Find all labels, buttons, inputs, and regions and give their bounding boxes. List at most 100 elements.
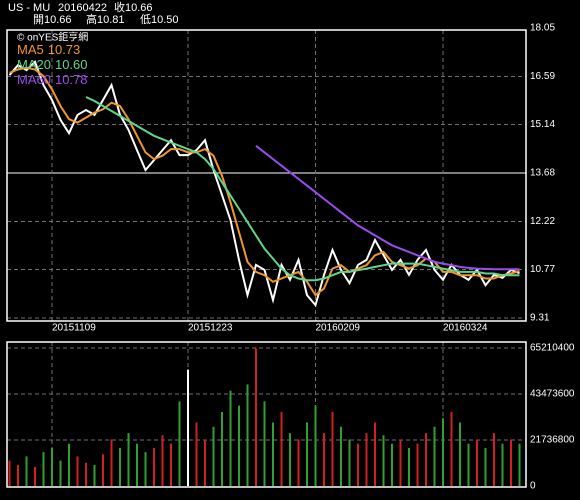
volume-bar bbox=[289, 433, 291, 486]
header-symbol: US - MU bbox=[8, 2, 50, 14]
volume-bar bbox=[280, 411, 283, 486]
volume-bar bbox=[501, 443, 504, 486]
y-tick-label: 18.05 bbox=[530, 23, 555, 34]
volume-bar bbox=[365, 433, 368, 486]
legend-entry: MA20 10.60 bbox=[17, 57, 88, 72]
header-date: 20160422 bbox=[58, 2, 107, 14]
volume-bar bbox=[382, 435, 385, 486]
volume-bar bbox=[178, 401, 181, 486]
volume-bar bbox=[510, 439, 512, 486]
volume-bar bbox=[51, 447, 53, 486]
volume-bar bbox=[331, 411, 334, 486]
header-high: 高10.81 bbox=[86, 12, 125, 26]
source: © onYES鉅亨網 bbox=[17, 31, 88, 44]
volume-bar bbox=[246, 384, 249, 486]
volume-bar bbox=[76, 456, 79, 486]
volume-bar bbox=[153, 447, 155, 486]
volume-bar bbox=[144, 452, 147, 486]
y-tick-label: 9.31 bbox=[530, 313, 550, 324]
volume-bar bbox=[374, 422, 376, 486]
volume-bar bbox=[408, 447, 410, 486]
volume-bar bbox=[272, 422, 274, 486]
volume-bar bbox=[42, 452, 45, 486]
x-tick-label: 20151223 bbox=[188, 323, 233, 334]
y-tick-label: 15.14 bbox=[530, 119, 555, 130]
volume-bar bbox=[161, 435, 164, 486]
volume-bar bbox=[263, 401, 266, 486]
volume-bar bbox=[493, 433, 495, 486]
x-tick-label: 20160324 bbox=[443, 323, 488, 334]
volume-bar bbox=[399, 439, 402, 486]
volume-bar bbox=[34, 466, 36, 486]
price-line bbox=[8, 60, 520, 308]
volume-bar bbox=[8, 460, 11, 486]
volume-bar bbox=[255, 348, 257, 486]
volume-bar bbox=[433, 426, 436, 486]
legend-entry: MA60 10.78 bbox=[17, 72, 88, 87]
legend-name: MA60 bbox=[17, 72, 51, 87]
header-close: 收10.66 bbox=[114, 0, 153, 14]
volume-bar bbox=[136, 443, 138, 486]
volume-bar bbox=[476, 439, 478, 486]
volume-bar bbox=[17, 464, 19, 486]
volume-bar bbox=[170, 443, 172, 486]
volume-bar bbox=[229, 390, 232, 486]
y-tick-label: 43473600 bbox=[530, 389, 575, 400]
y-tick-label: 10.77 bbox=[530, 264, 555, 275]
volume-bar bbox=[221, 411, 223, 486]
volume-bar bbox=[110, 439, 113, 486]
volume-bar bbox=[442, 418, 444, 486]
volume-bar bbox=[416, 443, 419, 486]
volume-bar bbox=[348, 439, 351, 486]
volume-bar bbox=[212, 426, 215, 486]
volume-bar bbox=[467, 443, 470, 486]
header-open: 開10.66 bbox=[33, 13, 72, 26]
volume-bar bbox=[119, 447, 121, 486]
volume-bar bbox=[357, 443, 359, 486]
y-tick-label: 16.59 bbox=[530, 71, 555, 82]
panel-border bbox=[6, 29, 527, 322]
volume-bar bbox=[238, 405, 240, 486]
price-line bbox=[85, 96, 520, 282]
legend-value: 10.78 bbox=[55, 72, 88, 87]
y-tick-label: 12.22 bbox=[530, 216, 555, 227]
volume-bar bbox=[59, 460, 62, 486]
volume-bar bbox=[102, 454, 104, 486]
y-tick-label: 21736800 bbox=[530, 435, 575, 446]
volume-bar bbox=[85, 462, 87, 486]
volume-bar bbox=[204, 439, 206, 486]
legend-entry: MA5 10.73 bbox=[17, 42, 80, 57]
volume-bar bbox=[340, 426, 342, 486]
volume-bar bbox=[459, 422, 461, 486]
volume-bar bbox=[297, 439, 300, 486]
volume-bar bbox=[25, 456, 28, 486]
x-tick-label: 20151109 bbox=[52, 323, 96, 334]
volume-bar bbox=[306, 422, 308, 486]
volume-bar bbox=[425, 433, 427, 486]
y-tick-label: 65210400 bbox=[530, 343, 575, 354]
volume-bar bbox=[68, 443, 70, 486]
panel-border bbox=[6, 341, 527, 488]
legend-value: 10.73 bbox=[48, 42, 81, 57]
volume-bar bbox=[484, 447, 487, 486]
y-tick-label: 0 bbox=[530, 481, 536, 492]
y-tick-label: 13.68 bbox=[530, 168, 555, 179]
volume-bar bbox=[195, 422, 198, 486]
volume-bar bbox=[127, 433, 130, 486]
volume-bar bbox=[518, 443, 521, 486]
volume-bar bbox=[314, 405, 317, 486]
volume-bar bbox=[93, 464, 96, 486]
plot-area: 9.31 10.77 12.22 13.68 15.14 16.59 18.05 0 21736… bbox=[6, 23, 575, 492]
volume-bar bbox=[450, 411, 453, 486]
legend-name: MA20 bbox=[17, 57, 51, 72]
legend-name: MA5 bbox=[17, 42, 44, 57]
volume-bar bbox=[187, 369, 189, 486]
header-low: 低10.50 bbox=[140, 13, 179, 26]
price-line bbox=[255, 145, 520, 271]
volume-bar bbox=[391, 443, 393, 486]
x-tick-label: 20160209 bbox=[316, 323, 361, 334]
legend-value: 10.60 bbox=[55, 57, 88, 72]
